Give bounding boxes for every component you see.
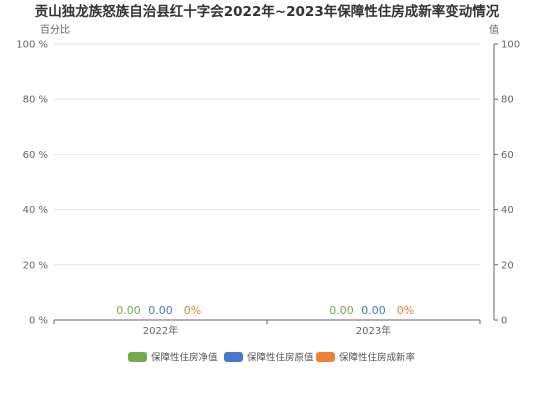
left-tick-label: 60 % — [23, 150, 48, 161]
data-label: 0% — [397, 304, 414, 317]
data-label: 0.00 — [148, 304, 173, 317]
legend-label: 保障性住房成新率 — [339, 352, 416, 364]
left-tick-label: 80 % — [23, 95, 48, 106]
chart-title: 贡山独龙族怒族自治县红十字会2022年~2023年保障性住房成新率变动情况 — [35, 3, 500, 20]
right-tick-label: 20 — [501, 260, 514, 271]
right-axis-name: 值 — [489, 23, 499, 36]
data-label: 0.00 — [116, 304, 141, 317]
data-label: 0.00 — [361, 304, 386, 317]
legend-swatch — [316, 352, 335, 362]
right-tick-label: 80 — [501, 95, 514, 106]
data-label: 0.00 — [329, 304, 354, 317]
legend-label: 保障性住房原值 — [247, 352, 314, 364]
axes: 0 % 20 % 40 % 60 % 80 % 100 % 0 20 40 60 80 100 2022… — [16, 40, 520, 338]
left-tick-label: 0 % — [29, 316, 48, 327]
x-tick-label: 2023年 — [356, 324, 391, 337]
right-tick-label: 60 — [501, 150, 514, 161]
left-tick-label: 100 % — [16, 40, 48, 51]
legend-swatch — [128, 352, 147, 362]
right-tick-label: 100 — [501, 40, 520, 51]
grid-lines — [54, 43, 480, 266]
legend-swatch — [224, 352, 243, 362]
legend-label: 保障性住房净值 — [151, 352, 218, 364]
right-tick-label: 0 — [501, 316, 507, 327]
right-tick-label: 40 — [501, 205, 514, 216]
left-tick-label: 20 % — [23, 260, 48, 271]
legend: 保障性住房净值 保障性住房原值 保障性住房成新率 — [128, 352, 416, 364]
data-labels: 0.00 0.00 0.00 0.00 0% 0% — [116, 304, 414, 317]
x-tick-label: 2022年 — [143, 324, 178, 337]
data-label: 0% — [184, 304, 201, 317]
left-tick-label: 40 % — [23, 205, 48, 216]
left-axis-name: 百分比 — [40, 24, 70, 36]
